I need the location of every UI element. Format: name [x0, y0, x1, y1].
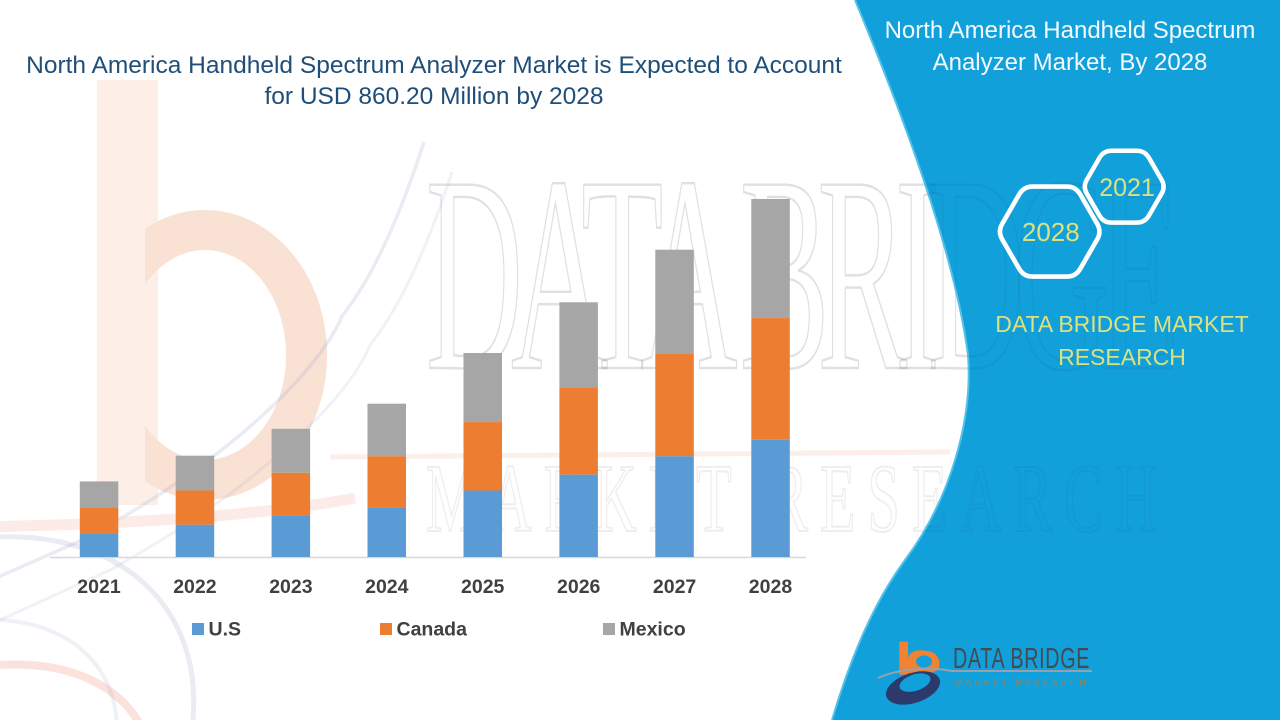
- svg-text:2024: 2024: [365, 576, 409, 598]
- svg-text:DATA BRIDGE: DATA BRIDGE: [953, 643, 1090, 675]
- svg-text:2023: 2023: [269, 576, 313, 598]
- svg-text:2021: 2021: [77, 576, 121, 598]
- svg-text:Mexico: Mexico: [620, 619, 686, 641]
- svg-text:2022: 2022: [173, 576, 217, 598]
- svg-text:2025: 2025: [461, 576, 505, 598]
- svg-text:MARKET RESEARCH: MARKET RESEARCH: [955, 676, 1089, 688]
- svg-text:U.S: U.S: [209, 619, 242, 641]
- svg-text:2027: 2027: [653, 576, 696, 598]
- svg-text:2021: 2021: [1099, 174, 1155, 202]
- svg-text:2028: 2028: [749, 576, 793, 598]
- svg-text:2028: 2028: [1022, 217, 1080, 247]
- svg-text:2026: 2026: [557, 576, 601, 598]
- svg-text:Canada: Canada: [397, 619, 468, 641]
